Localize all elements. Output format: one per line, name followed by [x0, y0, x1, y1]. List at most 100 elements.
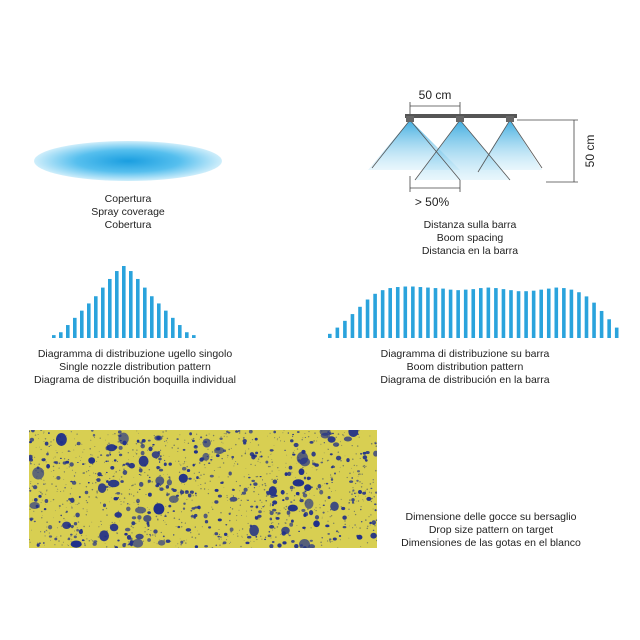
droplet-speck [54, 510, 56, 512]
droplet-speck [124, 542, 126, 544]
droplet-speck [271, 490, 274, 492]
droplet-speck [43, 458, 46, 460]
droplet-speck [247, 522, 249, 524]
droplet [214, 500, 219, 504]
droplet [176, 438, 179, 441]
boom-bar [448, 289, 453, 338]
droplet [152, 534, 154, 536]
droplet-speck [133, 456, 134, 457]
droplet-speck [40, 491, 42, 494]
droplet-speck [74, 438, 75, 440]
droplet-speck [285, 466, 286, 468]
droplet-speck [105, 439, 106, 441]
droplet-speck [240, 545, 242, 548]
droplet-speck [273, 445, 275, 446]
droplet-speck [112, 461, 114, 462]
single-nozzle-bar [157, 303, 161, 338]
droplet-speck [218, 538, 220, 540]
droplet-speck [104, 461, 105, 463]
droplet-speck [34, 434, 37, 436]
droplet-speck [45, 483, 47, 485]
droplet [309, 539, 313, 542]
droplet-speck [219, 452, 222, 454]
droplet [341, 506, 346, 511]
droplet [124, 532, 128, 536]
droplet-speck [238, 529, 240, 531]
droplet [332, 465, 334, 466]
droplet-speck [95, 479, 97, 481]
droplet-speck [355, 453, 357, 455]
droplet-speck [331, 476, 333, 478]
droplet-speck [33, 510, 35, 512]
droplet-speck [302, 437, 304, 439]
single-nozzle-bar [52, 335, 56, 338]
droplet [262, 506, 265, 508]
droplet-speck [292, 505, 294, 508]
droplet-speck [104, 542, 106, 544]
droplet-speck [337, 451, 340, 453]
droplet-speck [353, 464, 355, 467]
droplet-speck [69, 493, 72, 495]
droplet-speck [177, 492, 179, 494]
droplet-speck [330, 467, 332, 469]
droplet-speck [372, 481, 374, 483]
droplet-speck [267, 535, 270, 538]
droplet-speck [321, 516, 323, 518]
droplet-speck [54, 478, 56, 480]
droplet [331, 540, 333, 542]
droplet [135, 533, 144, 540]
boom-bar [524, 291, 528, 338]
single-nozzle-bar [101, 287, 105, 338]
height-label: 50 cm [583, 135, 597, 168]
droplet-speck [241, 535, 243, 537]
droplet-speck [330, 474, 332, 476]
droplet-speck [134, 522, 137, 525]
single-nozzle-bar [108, 278, 112, 338]
droplet-speck [120, 476, 123, 478]
droplet-speck [255, 532, 257, 534]
droplet [114, 546, 118, 548]
droplet-speck [349, 499, 351, 501]
droplet-speck [34, 456, 36, 458]
droplet-speck [286, 454, 288, 456]
droplet [58, 462, 61, 464]
droplet-speck [267, 435, 268, 437]
droplet-speck [29, 538, 30, 541]
droplet-speck [164, 513, 166, 515]
droplet-speck [165, 523, 167, 526]
droplet-speck [154, 456, 156, 458]
droplet-speck [360, 486, 363, 488]
droplet [153, 529, 158, 534]
droplet-speck [263, 511, 265, 513]
droplet-speck [117, 510, 120, 513]
droplet-speck [84, 544, 86, 547]
droplet-speck [287, 533, 290, 535]
droplet-speck [76, 443, 79, 445]
droplet-speck [187, 442, 190, 445]
droplet-speck [50, 441, 52, 443]
droplet-speck [32, 455, 34, 456]
droplet-speck [83, 525, 85, 528]
droplet-speck [73, 449, 75, 451]
droplet-speck [155, 457, 158, 459]
droplet-speck [239, 504, 241, 506]
droplet-speck [147, 525, 149, 527]
droplet-speck [32, 499, 34, 501]
droplet-speck [220, 538, 222, 540]
droplet [249, 524, 253, 528]
droplet-speck [96, 461, 98, 462]
droplet-speck [97, 536, 100, 538]
droplet-speck [219, 466, 221, 468]
droplet [329, 453, 333, 456]
droplet-speck [44, 438, 47, 440]
droplet-speck [141, 444, 144, 446]
droplet-speck [36, 477, 38, 478]
droplet-speck [151, 445, 154, 448]
droplet-speck [147, 482, 149, 484]
droplet-speck [184, 439, 186, 441]
droplet [168, 462, 172, 466]
droplet [265, 460, 269, 464]
droplet-speck [65, 507, 67, 508]
droplet-speck [363, 465, 366, 467]
droplet [317, 484, 322, 489]
